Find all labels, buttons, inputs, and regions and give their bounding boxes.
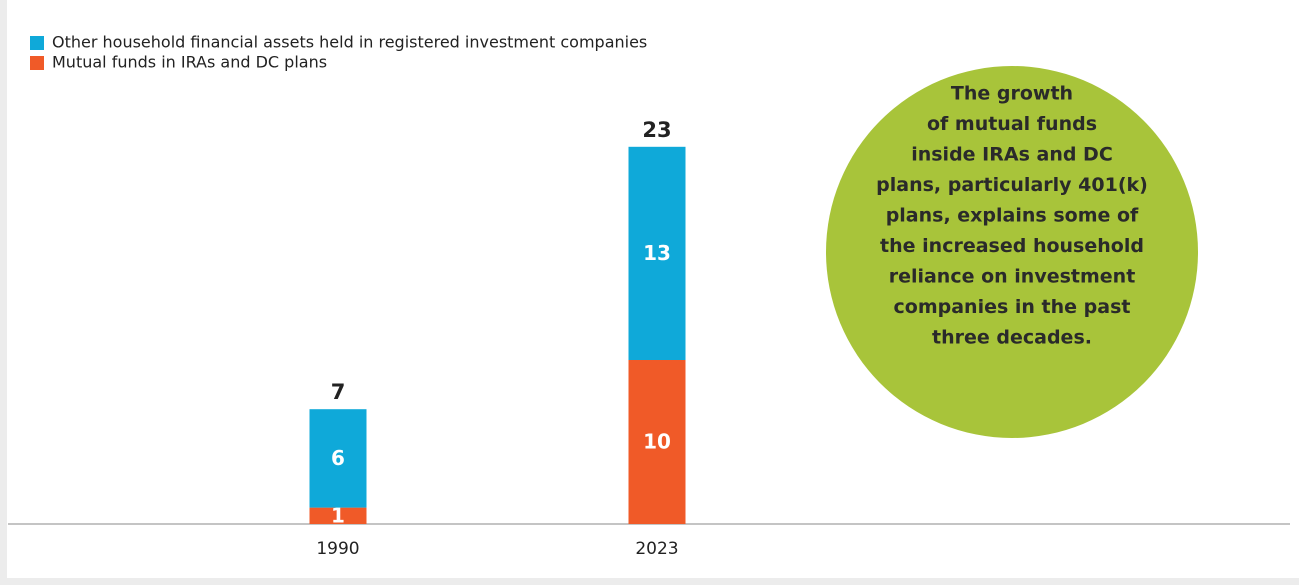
segment-label: 1 <box>331 503 345 527</box>
legend-swatch <box>30 56 44 70</box>
bar-segment <box>309 507 367 524</box>
legend-label: Mutual funds in IRAs and DC plans <box>52 53 327 72</box>
left-strip <box>0 0 7 585</box>
bottom-strip <box>0 578 1299 585</box>
total-label: 7 <box>331 380 346 404</box>
segment-label: 13 <box>643 241 671 265</box>
total-label: 23 <box>642 118 671 142</box>
bar-segment <box>309 409 367 508</box>
x-tick-label: 1990 <box>316 539 359 559</box>
annotation-circle <box>826 66 1198 438</box>
annotation-line: the increased household <box>880 235 1144 257</box>
annotation-line: plans, explains some of <box>886 205 1139 227</box>
segment-label: 6 <box>331 446 345 470</box>
bar-segment <box>628 360 686 524</box>
annotation-line: plans, particularly 401(k) <box>876 174 1148 196</box>
legend-label: Other household financial assets held in… <box>52 33 647 52</box>
annotation-line: companies in the past <box>894 296 1131 318</box>
annotation-line: inside IRAs and DC <box>911 144 1113 166</box>
annotation-line: The growth <box>951 83 1073 105</box>
segment-label: 10 <box>643 430 671 454</box>
annotation-line: three decades. <box>932 327 1092 349</box>
x-tick-label: 2023 <box>635 539 678 559</box>
bar-segment <box>628 146 686 360</box>
legend-swatch <box>30 36 44 50</box>
annotation-line: of mutual funds <box>927 113 1097 135</box>
annotation-line: reliance on investment <box>889 266 1136 288</box>
